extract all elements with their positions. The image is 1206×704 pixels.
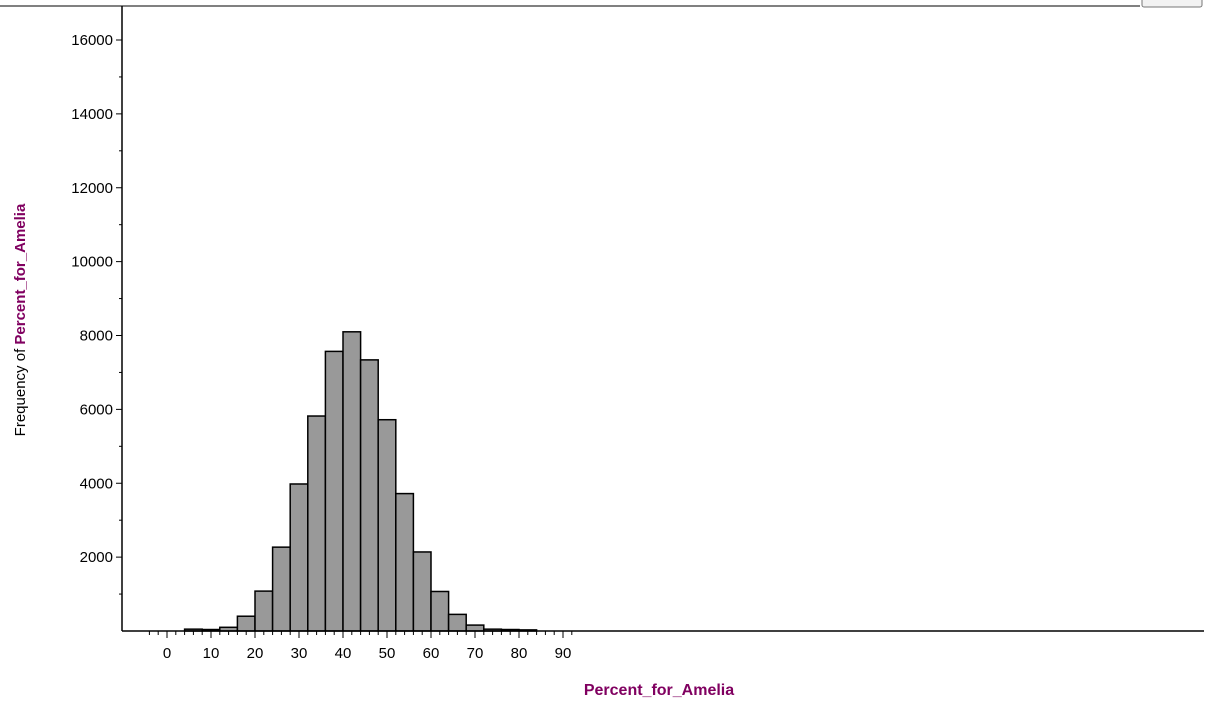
histogram-bar [324,350,344,632]
y-axis-title: Frequency of Percent_for_Amelia [12,203,29,436]
histogram-bar [447,613,467,632]
x-tick-label: 10 [203,645,220,662]
y-tick-label: 14000 [71,106,113,123]
histogram-bar [430,590,450,632]
x-tick-label: 40 [335,645,352,662]
y-tick-label: 2000 [80,549,113,566]
histogram-bar [271,546,291,632]
y-tick-label: 4000 [80,475,113,492]
histogram-bar [395,492,415,632]
y-tick-label: 12000 [71,180,113,197]
x-tick-label: 50 [379,645,396,662]
x-tick-label: 60 [423,645,440,662]
y-tick-label: 8000 [80,328,113,345]
y-tick-label: 6000 [80,401,113,418]
histogram-bar [307,415,327,632]
histogram-bar [465,624,485,632]
y-axis-ticks: 2000 4000 6000 8000 10000 12000 14000 16000 [71,32,122,595]
y-tick-label: 16000 [71,32,113,49]
x-tick-label: 30 [291,645,308,662]
x-axis-title: Percent_for_Amelia [584,682,734,699]
x-axis-ticks: 0 10 20 30 40 50 60 70 80 90 [148,631,573,662]
histogram-bar [377,418,397,632]
x-tick-label: 0 [163,645,171,662]
histogram-bar [412,551,432,632]
histogram-bar [289,483,309,632]
y-tick-label: 10000 [71,254,113,271]
histogram-bar [359,359,379,632]
histogram-bar [342,331,362,632]
x-tick-label: 20 [247,645,264,662]
y-axis-title-prefix: Frequency of [12,345,29,437]
x-tick-label: 90 [555,645,572,662]
corner-button[interactable] [1141,0,1203,8]
x-tick-label: 80 [511,645,528,662]
y-axis-title-variable: Percent_for_Amelia [12,203,29,345]
histogram-bar [236,615,256,632]
histogram-bar [254,590,274,632]
x-tick-label: 70 [467,645,484,662]
